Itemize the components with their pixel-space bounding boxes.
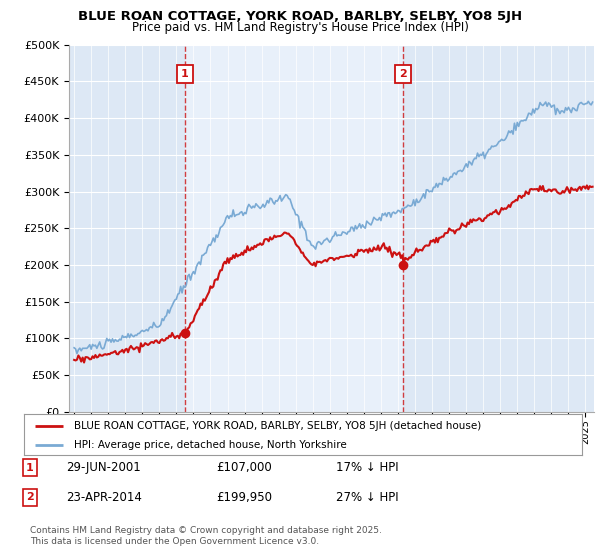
- Bar: [185, 45, 403, 412]
- Text: £199,950: £199,950: [216, 491, 272, 504]
- Text: Price paid vs. HM Land Registry's House Price Index (HPI): Price paid vs. HM Land Registry's House …: [131, 21, 469, 34]
- Text: 23-APR-2014: 23-APR-2014: [66, 491, 142, 504]
- Text: 1: 1: [181, 69, 188, 79]
- Text: HPI: Average price, detached house, North Yorkshire: HPI: Average price, detached house, Nort…: [74, 440, 347, 450]
- Text: £107,000: £107,000: [216, 461, 272, 474]
- Text: 29-JUN-2001: 29-JUN-2001: [66, 461, 141, 474]
- Text: 2: 2: [400, 69, 407, 79]
- Text: 27% ↓ HPI: 27% ↓ HPI: [336, 491, 398, 504]
- Text: 2: 2: [26, 492, 34, 502]
- Text: 17% ↓ HPI: 17% ↓ HPI: [336, 461, 398, 474]
- Text: BLUE ROAN COTTAGE, YORK ROAD, BARLBY, SELBY, YO8 5JH: BLUE ROAN COTTAGE, YORK ROAD, BARLBY, SE…: [78, 10, 522, 23]
- Text: 1: 1: [26, 463, 34, 473]
- Text: Contains HM Land Registry data © Crown copyright and database right 2025.
This d: Contains HM Land Registry data © Crown c…: [30, 526, 382, 546]
- Text: BLUE ROAN COTTAGE, YORK ROAD, BARLBY, SELBY, YO8 5JH (detached house): BLUE ROAN COTTAGE, YORK ROAD, BARLBY, SE…: [74, 421, 481, 431]
